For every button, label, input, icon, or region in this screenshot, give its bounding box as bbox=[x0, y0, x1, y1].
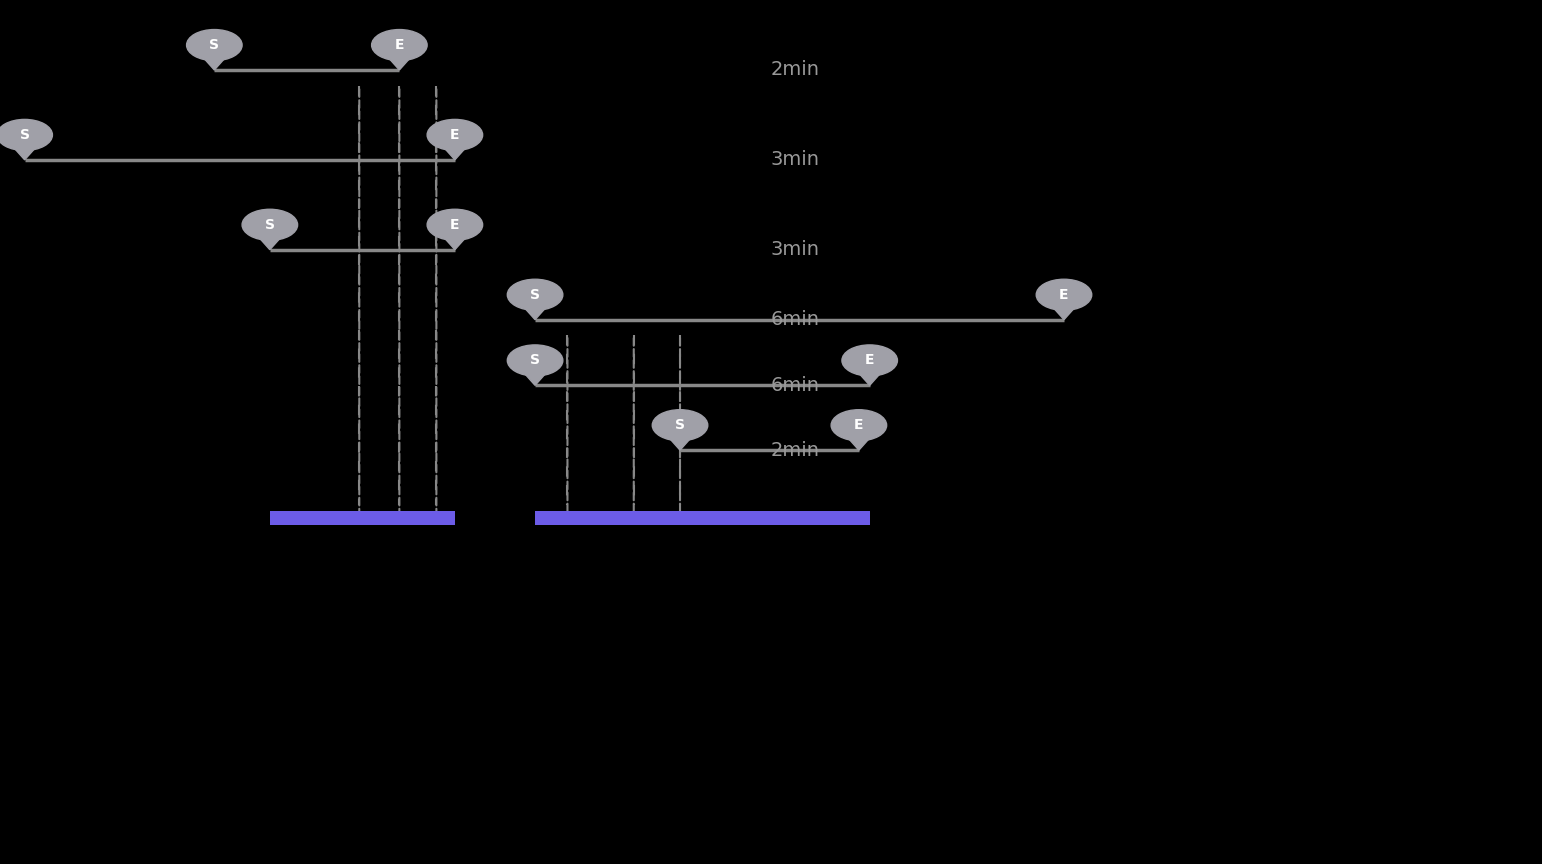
Circle shape bbox=[427, 119, 483, 150]
Polygon shape bbox=[439, 143, 470, 160]
Polygon shape bbox=[854, 368, 885, 385]
Text: 3min: 3min bbox=[771, 240, 820, 259]
Circle shape bbox=[831, 410, 887, 441]
Text: 3min: 3min bbox=[771, 150, 820, 169]
Polygon shape bbox=[439, 232, 470, 250]
Polygon shape bbox=[199, 53, 230, 70]
Text: S: S bbox=[265, 218, 274, 232]
Polygon shape bbox=[843, 433, 874, 450]
Polygon shape bbox=[665, 433, 695, 450]
Circle shape bbox=[1036, 279, 1092, 310]
Text: 6min: 6min bbox=[771, 310, 820, 329]
Text: 2min: 2min bbox=[771, 60, 820, 79]
Text: 6min: 6min bbox=[771, 376, 820, 395]
Text: S: S bbox=[530, 288, 540, 302]
Bar bbox=[535, 511, 870, 525]
Polygon shape bbox=[254, 232, 285, 250]
Polygon shape bbox=[9, 143, 40, 160]
Text: S: S bbox=[210, 38, 219, 52]
Circle shape bbox=[842, 345, 897, 376]
Text: E: E bbox=[395, 38, 404, 52]
Text: S: S bbox=[675, 418, 685, 432]
Circle shape bbox=[507, 279, 563, 310]
Text: S: S bbox=[20, 128, 29, 142]
Circle shape bbox=[372, 29, 427, 60]
Circle shape bbox=[242, 209, 298, 240]
Text: S: S bbox=[530, 353, 540, 367]
Text: E: E bbox=[854, 418, 864, 432]
Bar bbox=[270, 511, 455, 525]
Polygon shape bbox=[520, 302, 550, 320]
Circle shape bbox=[0, 119, 52, 150]
Text: E: E bbox=[450, 128, 460, 142]
Polygon shape bbox=[520, 368, 550, 385]
Polygon shape bbox=[1049, 302, 1079, 320]
Circle shape bbox=[507, 345, 563, 376]
Circle shape bbox=[427, 209, 483, 240]
Circle shape bbox=[187, 29, 242, 60]
Text: E: E bbox=[450, 218, 460, 232]
Text: E: E bbox=[1059, 288, 1069, 302]
Polygon shape bbox=[384, 53, 415, 70]
Text: 2min: 2min bbox=[771, 441, 820, 460]
Text: E: E bbox=[865, 353, 874, 367]
Circle shape bbox=[652, 410, 708, 441]
